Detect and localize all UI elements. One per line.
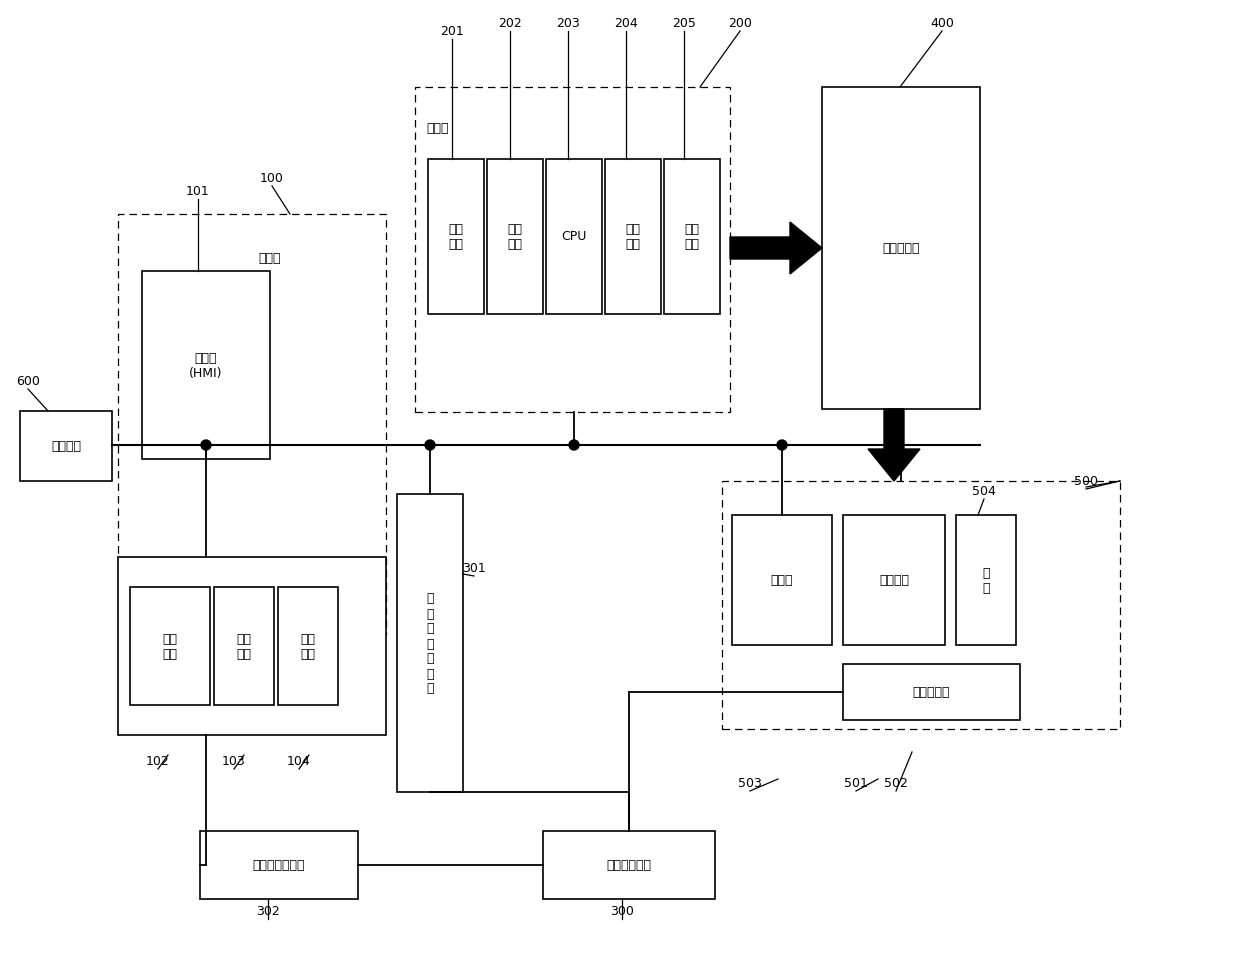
- Text: 输入
模块: 输入 模块: [237, 632, 252, 660]
- Text: 201: 201: [440, 25, 464, 38]
- Text: 202: 202: [498, 17, 522, 30]
- Bar: [605, 160, 661, 314]
- Text: 油
泵: 油 泵: [982, 566, 990, 595]
- Text: CPU: CPU: [562, 231, 587, 243]
- Bar: [487, 160, 543, 314]
- Bar: [397, 495, 463, 792]
- Circle shape: [777, 440, 787, 451]
- Bar: [956, 515, 1016, 646]
- Text: 远程
模块: 远程 模块: [162, 632, 177, 660]
- Polygon shape: [868, 409, 920, 481]
- Text: 102: 102: [146, 754, 170, 767]
- Circle shape: [201, 440, 211, 451]
- Bar: [278, 587, 339, 705]
- Text: 操作筱: 操作筱: [259, 251, 281, 264]
- Text: 500: 500: [1074, 475, 1097, 487]
- Text: 电源
模块: 电源 模块: [449, 223, 464, 251]
- Text: 伺服电机: 伺服电机: [879, 574, 909, 587]
- Text: 通信
模块: 通信 模块: [507, 223, 522, 251]
- Bar: [143, 272, 270, 459]
- Text: 第
一
位
移
传
感
器: 第 一 位 移 传 感 器: [427, 592, 434, 695]
- Text: 输出
模块: 输出 模块: [684, 223, 699, 251]
- Bar: [118, 557, 386, 735]
- Bar: [732, 515, 832, 646]
- Bar: [415, 87, 730, 412]
- Text: 205: 205: [672, 17, 696, 30]
- Bar: [722, 481, 1120, 729]
- Text: 触模屏
(HMI): 触模屏 (HMI): [190, 352, 223, 380]
- Text: 302: 302: [257, 904, 280, 917]
- Text: 600: 600: [16, 375, 40, 387]
- Bar: [215, 587, 274, 705]
- Bar: [20, 411, 112, 481]
- Bar: [843, 515, 945, 646]
- Bar: [663, 160, 720, 314]
- Bar: [118, 214, 386, 634]
- Text: 第二位移传感器: 第二位移传感器: [253, 858, 305, 872]
- Text: 502: 502: [884, 776, 908, 789]
- Text: 501: 501: [844, 776, 868, 789]
- Text: 103: 103: [222, 754, 246, 767]
- Text: 伺服驱动器: 伺服驱动器: [882, 242, 920, 256]
- Text: 204: 204: [614, 17, 637, 30]
- Bar: [843, 664, 1021, 720]
- Bar: [822, 87, 980, 409]
- Text: 203: 203: [556, 17, 580, 30]
- Text: 主控柜: 主控柜: [427, 121, 449, 135]
- Text: 400: 400: [930, 17, 954, 30]
- Text: 104: 104: [288, 754, 311, 767]
- Text: 输出
模块: 输出 模块: [300, 632, 315, 660]
- Text: 300: 300: [610, 904, 634, 917]
- Text: 503: 503: [738, 776, 761, 789]
- Text: 200: 200: [728, 17, 751, 30]
- Bar: [543, 831, 715, 899]
- Text: 编码器: 编码器: [771, 574, 794, 587]
- Text: 远程模拟模块: 远程模拟模块: [606, 858, 651, 872]
- Circle shape: [889, 440, 899, 451]
- Text: 100: 100: [260, 172, 284, 185]
- Text: 通讯模块: 通讯模块: [51, 440, 81, 453]
- Text: 压力传感器: 压力传感器: [913, 686, 950, 699]
- Text: 101: 101: [186, 185, 210, 198]
- Circle shape: [569, 440, 579, 451]
- Circle shape: [425, 440, 435, 451]
- Bar: [130, 587, 210, 705]
- Text: 504: 504: [972, 484, 996, 498]
- Text: 输入
模块: 输入 模块: [625, 223, 641, 251]
- Bar: [200, 831, 358, 899]
- Text: 301: 301: [463, 561, 486, 575]
- Bar: [428, 160, 484, 314]
- Polygon shape: [730, 223, 822, 275]
- Bar: [546, 160, 601, 314]
